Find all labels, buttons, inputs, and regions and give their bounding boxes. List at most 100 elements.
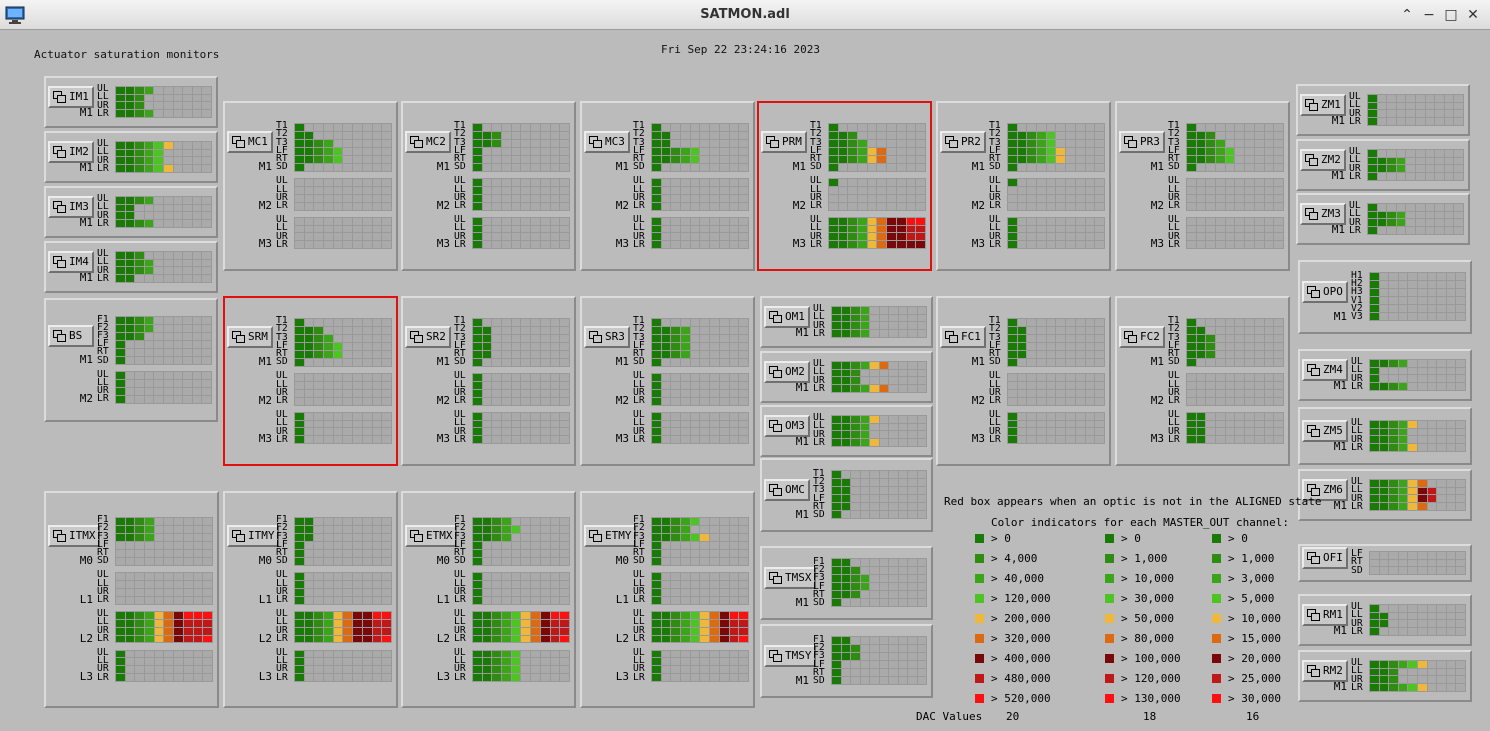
open-prm-button[interactable]: PRM bbox=[761, 131, 807, 154]
open-om2-button[interactable]: OM2 bbox=[764, 361, 810, 383]
chevron-up-icon[interactable]: ⌃ bbox=[1401, 7, 1413, 23]
channel-label: LR bbox=[813, 327, 825, 339]
open-im1-button[interactable]: IM1 bbox=[48, 86, 94, 108]
open-sr3-button[interactable]: SR3 bbox=[584, 326, 630, 349]
saturation-cell bbox=[1235, 217, 1245, 225]
saturation-cell bbox=[729, 334, 739, 342]
open-om3-button[interactable]: OM3 bbox=[764, 415, 810, 437]
saturation-cell bbox=[877, 186, 887, 194]
open-pr3-button[interactable]: PR3 bbox=[1119, 131, 1165, 154]
saturation-cell bbox=[860, 567, 869, 575]
saturation-cell bbox=[1398, 487, 1408, 495]
channel-label: T2 bbox=[633, 323, 645, 335]
saturation-cell bbox=[521, 147, 531, 155]
saturation-cell bbox=[1085, 123, 1095, 131]
open-om1-button[interactable]: OM1 bbox=[764, 306, 810, 328]
open-im2-button[interactable]: IM2 bbox=[48, 141, 94, 163]
saturation-cell bbox=[739, 241, 748, 249]
saturation-cell bbox=[729, 549, 739, 557]
saturation-cell bbox=[192, 317, 202, 325]
saturation-cell bbox=[1254, 397, 1264, 405]
group-label: M3 bbox=[258, 237, 272, 251]
saturation-cell bbox=[295, 131, 304, 139]
saturation-cell bbox=[1379, 436, 1389, 444]
saturation-cell bbox=[144, 396, 154, 403]
open-tmsx-button[interactable]: TMSX bbox=[764, 567, 816, 589]
close-icon[interactable]: ✕ bbox=[1467, 7, 1479, 23]
saturation-cell bbox=[1398, 503, 1408, 511]
open-rm1-button[interactable]: RM1 bbox=[1302, 604, 1348, 626]
saturation-cell bbox=[887, 147, 896, 155]
open-opo-button[interactable]: OPO bbox=[1302, 281, 1348, 303]
open-zm6-button[interactable]: ZM6 bbox=[1302, 479, 1348, 501]
open-itmy-button[interactable]: ITMY bbox=[227, 525, 279, 548]
open-ofi-button[interactable]: OFI bbox=[1302, 547, 1348, 569]
channel-label: LL bbox=[1351, 484, 1363, 496]
saturation-cell bbox=[879, 306, 888, 314]
maximize-icon[interactable]: □ bbox=[1444, 7, 1458, 23]
open-itmx-button[interactable]: ITMX bbox=[48, 525, 100, 548]
open-im3-button[interactable]: IM3 bbox=[48, 196, 94, 218]
saturation-cell bbox=[521, 381, 531, 389]
saturation-cell bbox=[851, 575, 860, 583]
saturation-cell bbox=[540, 217, 550, 225]
saturation-cell bbox=[560, 588, 569, 596]
open-tmsy-button[interactable]: TMSY bbox=[764, 645, 816, 667]
group-label: M2 bbox=[258, 393, 272, 407]
saturation-cell bbox=[832, 637, 841, 645]
open-zm1-button[interactable]: ZM1 bbox=[1300, 94, 1346, 116]
saturation-cell bbox=[1027, 334, 1037, 342]
open-omc-button[interactable]: OMC bbox=[764, 479, 810, 501]
minimize-icon[interactable]: − bbox=[1423, 7, 1435, 23]
channel-label: LL bbox=[1351, 609, 1363, 621]
saturation-cell bbox=[1427, 604, 1437, 612]
saturation-cell bbox=[838, 194, 848, 202]
channel-label: T1 bbox=[454, 315, 466, 327]
channel-label: RT bbox=[454, 152, 466, 164]
open-mc2-button[interactable]: MC2 bbox=[405, 131, 451, 154]
open-pr2-button[interactable]: PR2 bbox=[940, 131, 986, 154]
saturation-cell bbox=[1379, 559, 1389, 567]
optic-panel-prm: PRM M1 T1 T2 T3 LF RT SD M2 UL LL UR LR M3 UL LL UR LR bbox=[757, 101, 932, 271]
open-zm2-button[interactable]: ZM2 bbox=[1300, 149, 1346, 171]
saturation-cell bbox=[860, 377, 869, 385]
saturation-cell bbox=[1454, 149, 1463, 157]
saturation-cell bbox=[511, 557, 521, 565]
open-etmy-button[interactable]: ETMY bbox=[584, 525, 636, 548]
saturation-cell bbox=[916, 202, 925, 210]
saturation-cell bbox=[502, 147, 511, 155]
saturation-cell bbox=[1446, 559, 1456, 567]
saturation-cell bbox=[661, 557, 671, 565]
saturation-cell bbox=[362, 342, 372, 350]
open-sr2-button[interactable]: SR2 bbox=[405, 326, 451, 349]
open-fc2-button[interactable]: FC2 bbox=[1119, 326, 1165, 349]
open-im4-button[interactable]: IM4 bbox=[48, 251, 94, 273]
open-zm3-button[interactable]: ZM3 bbox=[1300, 203, 1346, 225]
saturation-cell bbox=[1387, 165, 1396, 173]
open-fc1-button[interactable]: FC1 bbox=[940, 326, 986, 349]
open-bs-button[interactable]: BS bbox=[48, 324, 94, 347]
saturation-cell bbox=[502, 596, 511, 604]
saturation-cell bbox=[560, 194, 569, 202]
open-etmx-button[interactable]: ETMX bbox=[405, 525, 457, 548]
open-zm4-button[interactable]: ZM4 bbox=[1302, 359, 1348, 381]
button-label: OMC bbox=[785, 483, 805, 496]
saturation-cell bbox=[333, 658, 343, 666]
saturation-cell bbox=[916, 178, 925, 186]
open-mc3-button[interactable]: MC3 bbox=[584, 131, 630, 154]
saturation-cell bbox=[917, 471, 926, 479]
saturation-cell bbox=[1417, 487, 1427, 495]
saturation-cell bbox=[1446, 281, 1456, 289]
saturation-cell bbox=[314, 233, 324, 241]
saturation-cell bbox=[1196, 420, 1206, 428]
open-srm-button[interactable]: SRM bbox=[227, 326, 273, 349]
open-rm2-button[interactable]: RM2 bbox=[1302, 660, 1348, 682]
open-zm5-button[interactable]: ZM5 bbox=[1302, 420, 1348, 442]
saturation-cell bbox=[1435, 118, 1444, 126]
saturation-cell bbox=[739, 202, 748, 210]
saturation-cell bbox=[531, 178, 540, 186]
saturation-cell bbox=[531, 358, 540, 366]
open-mc1-button[interactable]: MC1 bbox=[227, 131, 273, 154]
saturation-cell bbox=[690, 572, 700, 580]
saturation-cell bbox=[343, 557, 353, 565]
